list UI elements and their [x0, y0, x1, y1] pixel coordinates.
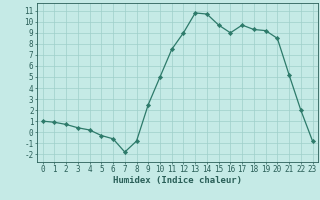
X-axis label: Humidex (Indice chaleur): Humidex (Indice chaleur): [113, 176, 242, 185]
